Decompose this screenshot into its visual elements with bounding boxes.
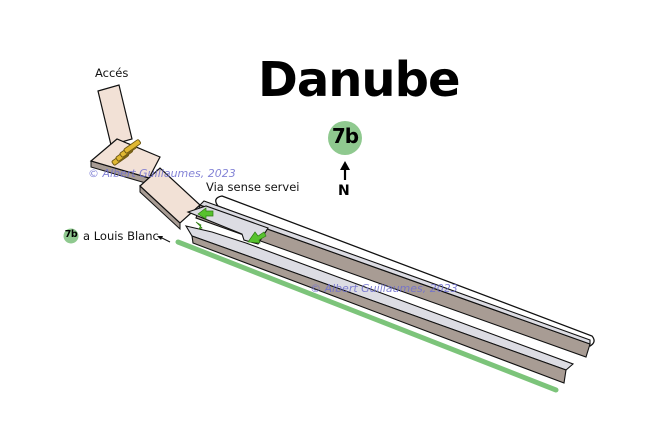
direction-arrow-icon [195,207,267,244]
line-badge-circle [328,121,362,155]
destination-line-circle [63,228,79,244]
upper-platform [198,200,591,345]
stairs-icon [111,139,141,166]
destination-arrow-icon [157,236,171,243]
access-corridor [97,84,133,146]
access-label: Accés [95,66,129,80]
station-title: Danube [258,52,460,108]
lower-platform [184,225,575,371]
watermark: © Albert Guillaumes, 2023 [88,167,236,180]
watermark: © Albert Guillaumes, 2023 [310,282,458,295]
north-arrow-icon [340,161,350,180]
north-label: N [338,183,350,199]
line-badge: 7b [331,124,359,148]
destination-line-badge: 7b [64,229,78,240]
destination-label: a Louis Blanc [83,229,159,243]
track-line [175,239,559,393]
lower-platform-side [191,235,567,384]
hall-floor [89,138,161,179]
service-track-label: Via sense servei [206,180,300,194]
